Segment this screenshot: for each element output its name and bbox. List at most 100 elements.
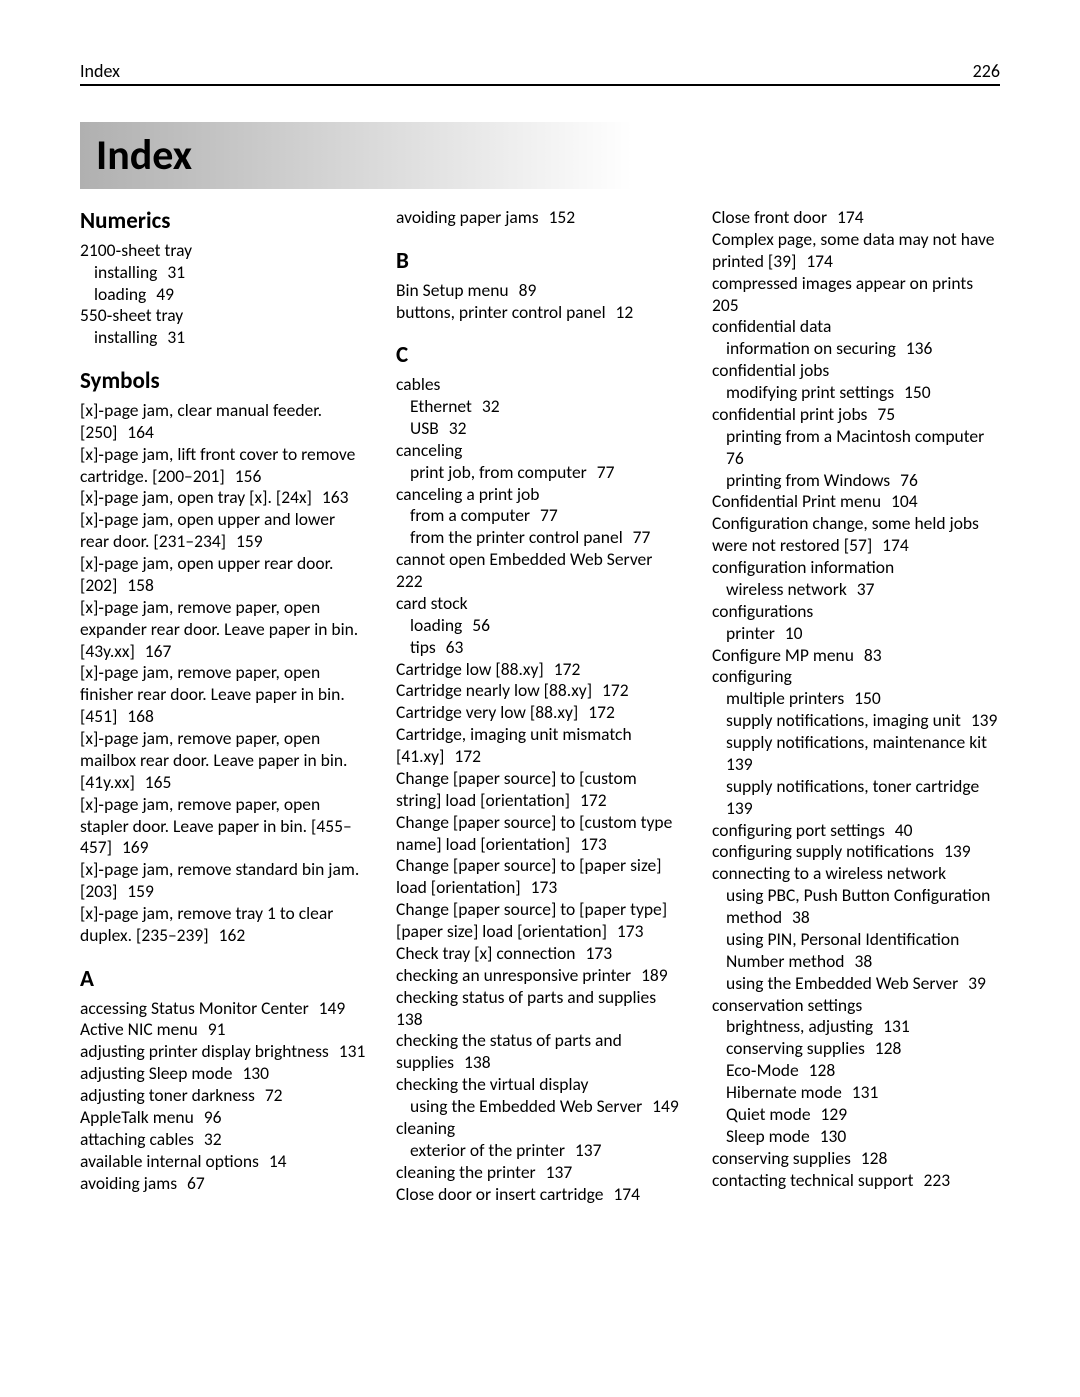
index-line: cleaning the printer 137 (396, 1162, 684, 1184)
index-entry: Configuration change, some held jobs wer… (712, 513, 1000, 557)
page-ref: 173 (521, 876, 558, 898)
index-line: [x]‑page jam, remove paper, open expande… (80, 597, 368, 663)
index-line: loading 49 (80, 284, 368, 306)
page-ref: 130 (810, 1125, 847, 1147)
index-entry: [x]‑page jam, remove tray 1 to clear dup… (80, 903, 368, 947)
page-ref: 131 (329, 1040, 366, 1062)
page-ref: 91 (198, 1018, 226, 1040)
index-line: checking status of parts and supplies 13… (396, 987, 684, 1031)
index-line: installing 31 (80, 262, 368, 284)
page-ref: 165 (135, 771, 172, 793)
index-line: tips 63 (396, 637, 684, 659)
index-line: [x]‑page jam, lift front cover to remove… (80, 444, 368, 488)
index-entry: [x]‑page jam, remove paper, open expande… (80, 597, 368, 663)
index-line: from a computer 77 (396, 505, 684, 527)
page-ref: 172 (544, 658, 581, 680)
index-line: from the printer control panel 77 (396, 527, 684, 549)
index-line: checking the status of parts and supplie… (396, 1030, 684, 1074)
section-heading: C (396, 341, 684, 370)
index-line: Sleep mode 130 (712, 1126, 1000, 1148)
page-ref: 130 (232, 1062, 269, 1084)
index-line: [x]‑page jam, open tray [x]. [24x] 163 (80, 487, 368, 509)
index-line: canceling a print job (396, 484, 684, 506)
page-ref: 150 (844, 687, 881, 709)
index-entry: compressed images appear on prints 205 (712, 273, 1000, 317)
index-line: using PBC, Push Button Configuration met… (712, 885, 1000, 929)
index-entry: conservation settingsbrightness, adjusti… (712, 995, 1000, 1148)
page-ref: 32 (472, 395, 500, 417)
index-line: [x]‑page jam, remove standard bin jam. [… (80, 859, 368, 903)
index-line: Confidential Print menu 104 (712, 491, 1000, 513)
page-ref: 139 (726, 731, 993, 775)
page-ref: 38 (845, 950, 873, 972)
index-entry: buttons, printer control panel 12 (396, 302, 684, 324)
page-ref: 158 (117, 574, 154, 596)
index-line: [x]‑page jam, open upper and lower rear … (80, 509, 368, 553)
page-ref: 223 (914, 1169, 951, 1191)
index-entry: accessing Status Monitor Center 149 (80, 998, 368, 1020)
page-ref: 139 (726, 775, 985, 819)
index-line: checking the virtual display (396, 1074, 684, 1096)
index-line: 2100‑sheet tray (80, 240, 368, 262)
index-line: Bin Setup menu 89 (396, 280, 684, 302)
page-ref: 173 (570, 833, 607, 855)
index-line: adjusting printer display brightness 131 (80, 1041, 368, 1063)
index-entry: attaching cables 32 (80, 1129, 368, 1151)
page-ref: 136 (896, 337, 933, 359)
page-ref: 189 (631, 964, 668, 986)
page-ref: 89 (509, 279, 537, 301)
index-line: Cartridge very low [88.xy] 172 (396, 702, 684, 724)
index-entry: [x]‑page jam, lift front cover to remove… (80, 444, 368, 488)
index-entry: Confidential Print menu 104 (712, 491, 1000, 513)
page-ref: 128 (865, 1037, 902, 1059)
index-line: Cartridge nearly low [88.xy] 172 (396, 680, 684, 702)
index-entry: configurationsprinter 10 (712, 601, 1000, 645)
index-entry: cleaningexterior of the printer 137 (396, 1118, 684, 1162)
index-entry: avoiding paper jams 152 (396, 207, 684, 229)
index-entry: 550‑sheet trayinstalling 31 (80, 305, 368, 349)
index-entry: confidential print jobs 75printing from … (712, 404, 1000, 492)
index-line: cannot open Embedded Web Server 222 (396, 549, 684, 593)
page-ref: 14 (259, 1150, 287, 1172)
page-ref: 75 (867, 403, 895, 425)
index-line: confidential data (712, 316, 1000, 338)
index-entry: connecting to a wireless networkusing PB… (712, 863, 1000, 994)
index-line: configuring supply notifications 139 (712, 841, 1000, 863)
index-line: avoiding jams 67 (80, 1173, 368, 1195)
index-line: [x]‑page jam, remove tray 1 to clear dup… (80, 903, 368, 947)
index-line: Configure MP menu 83 (712, 645, 1000, 667)
page-ref: 128 (799, 1059, 836, 1081)
index-entry: adjusting toner darkness 72 (80, 1085, 368, 1107)
index-line: Check tray [x] connection 173 (396, 943, 684, 965)
page-ref: 40 (885, 819, 913, 841)
page-header: Index 226 (80, 60, 1000, 86)
index-entry: 2100‑sheet trayinstalling 31loading 49 (80, 240, 368, 306)
index-line: Configuration change, some held jobs wer… (712, 513, 1000, 557)
index-line: Eco‑Mode 128 (712, 1060, 1000, 1082)
index-line: [x]‑page jam, open upper rear door. [202… (80, 553, 368, 597)
page-ref: 131 (873, 1015, 910, 1037)
page-ref: 174 (603, 1183, 640, 1205)
index-line: contacting technical support 223 (712, 1170, 1000, 1192)
page-ref: 37 (847, 578, 875, 600)
page-ref: 167 (135, 640, 172, 662)
page-ref: 164 (117, 421, 154, 443)
index-entry: Change [paper source] to [custom string]… (396, 768, 684, 812)
page-ref: 39 (958, 972, 986, 994)
index-line: installing 31 (80, 327, 368, 349)
index-line: Active NIC menu 91 (80, 1019, 368, 1041)
index-line: exterior of the printer 137 (396, 1140, 684, 1162)
index-entry: [x]‑page jam, remove paper, open mailbox… (80, 728, 368, 794)
page-ref: 149 (642, 1095, 679, 1117)
page-ref: 152 (539, 206, 576, 228)
page-ref: 12 (606, 301, 634, 323)
section-heading: A (80, 965, 368, 994)
index-line: conserving supplies 128 (712, 1038, 1000, 1060)
index-line: card stock (396, 593, 684, 615)
page-ref: 172 (578, 701, 615, 723)
page-title: Index (96, 130, 984, 181)
index-entry: cannot open Embedded Web Server 222 (396, 549, 684, 593)
index-entry: configuringmultiple printers 150supply n… (712, 666, 1000, 819)
index-line: attaching cables 32 (80, 1129, 368, 1151)
index-line: Cartridge, imaging unit mismatch [41.xy]… (396, 724, 684, 768)
